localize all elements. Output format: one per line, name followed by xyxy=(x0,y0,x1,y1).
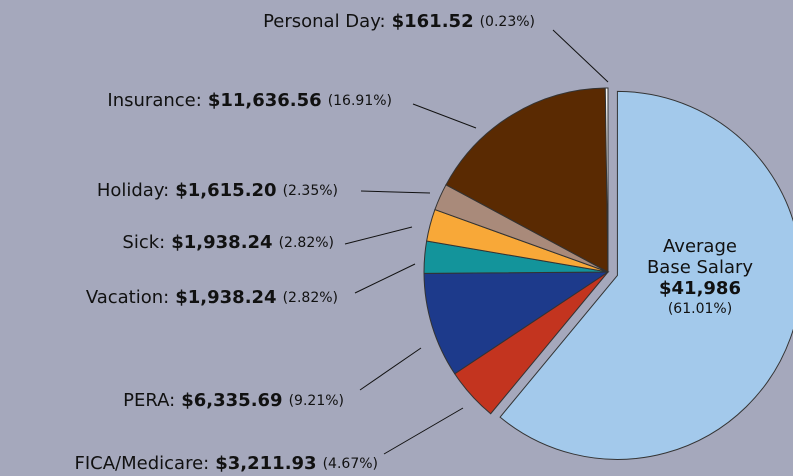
leader-line xyxy=(552,29,609,83)
category-label: Insurance: xyxy=(107,90,201,111)
value-label: $161.52 xyxy=(392,11,474,32)
pie-slice xyxy=(423,271,610,375)
slice-label: Personal Day: $161.52 (0.23%) xyxy=(263,11,535,32)
category-label: Personal Day: xyxy=(263,11,386,32)
category-label: Holiday: xyxy=(97,180,169,201)
category-label: Average Base Salary xyxy=(646,236,754,278)
pie-slice xyxy=(445,87,609,273)
value-label: $1,938.24 xyxy=(171,232,272,253)
percentage-label: (9.21%) xyxy=(289,393,344,409)
category-label: Sick: xyxy=(122,232,165,253)
percentage-label: (2.35%) xyxy=(283,183,338,199)
slice-label: Insurance: $11,636.56 (16.91%) xyxy=(107,90,392,111)
percentage-label: (4.67%) xyxy=(323,456,378,472)
value-label: $11,636.56 xyxy=(208,90,322,111)
percentage-label: (61.01%) xyxy=(667,301,733,317)
value-label: $41,986 xyxy=(659,278,741,299)
slice-label: FICA/Medicare: $3,211.93 (4.67%) xyxy=(75,453,378,474)
percentage-label: (0.23%) xyxy=(480,14,535,30)
percentage-label: (16.91%) xyxy=(328,93,392,109)
value-label: $1,938.24 xyxy=(175,287,276,308)
base-salary-label: Average Base Salary $41,986 (61.01%) xyxy=(640,236,760,320)
percentage-label: (2.82%) xyxy=(283,290,338,306)
leader-line xyxy=(383,407,464,455)
percentage-label: (2.82%) xyxy=(279,235,334,251)
category-label: FICA/Medicare: xyxy=(75,453,210,474)
leader-line xyxy=(360,190,431,194)
pie-slice xyxy=(604,87,609,273)
category-label: Vacation: xyxy=(86,287,169,308)
pie-slice xyxy=(499,90,793,460)
leader-line xyxy=(344,226,413,245)
slice-label: Sick: $1,938.24 (2.82%) xyxy=(122,232,334,253)
leader-line xyxy=(354,263,416,294)
value-label: $6,335.69 xyxy=(181,390,282,411)
value-label: $3,211.93 xyxy=(215,453,316,474)
slice-label: PERA: $6,335.69 (9.21%) xyxy=(123,390,344,411)
slice-label: Holiday: $1,615.20 (2.35%) xyxy=(97,180,338,201)
leader-line xyxy=(412,103,477,129)
slice-label: Vacation: $1,938.24 (2.82%) xyxy=(86,287,338,308)
leader-line xyxy=(359,347,422,391)
category-label: PERA: xyxy=(123,390,175,411)
value-label: $1,615.20 xyxy=(175,180,276,201)
